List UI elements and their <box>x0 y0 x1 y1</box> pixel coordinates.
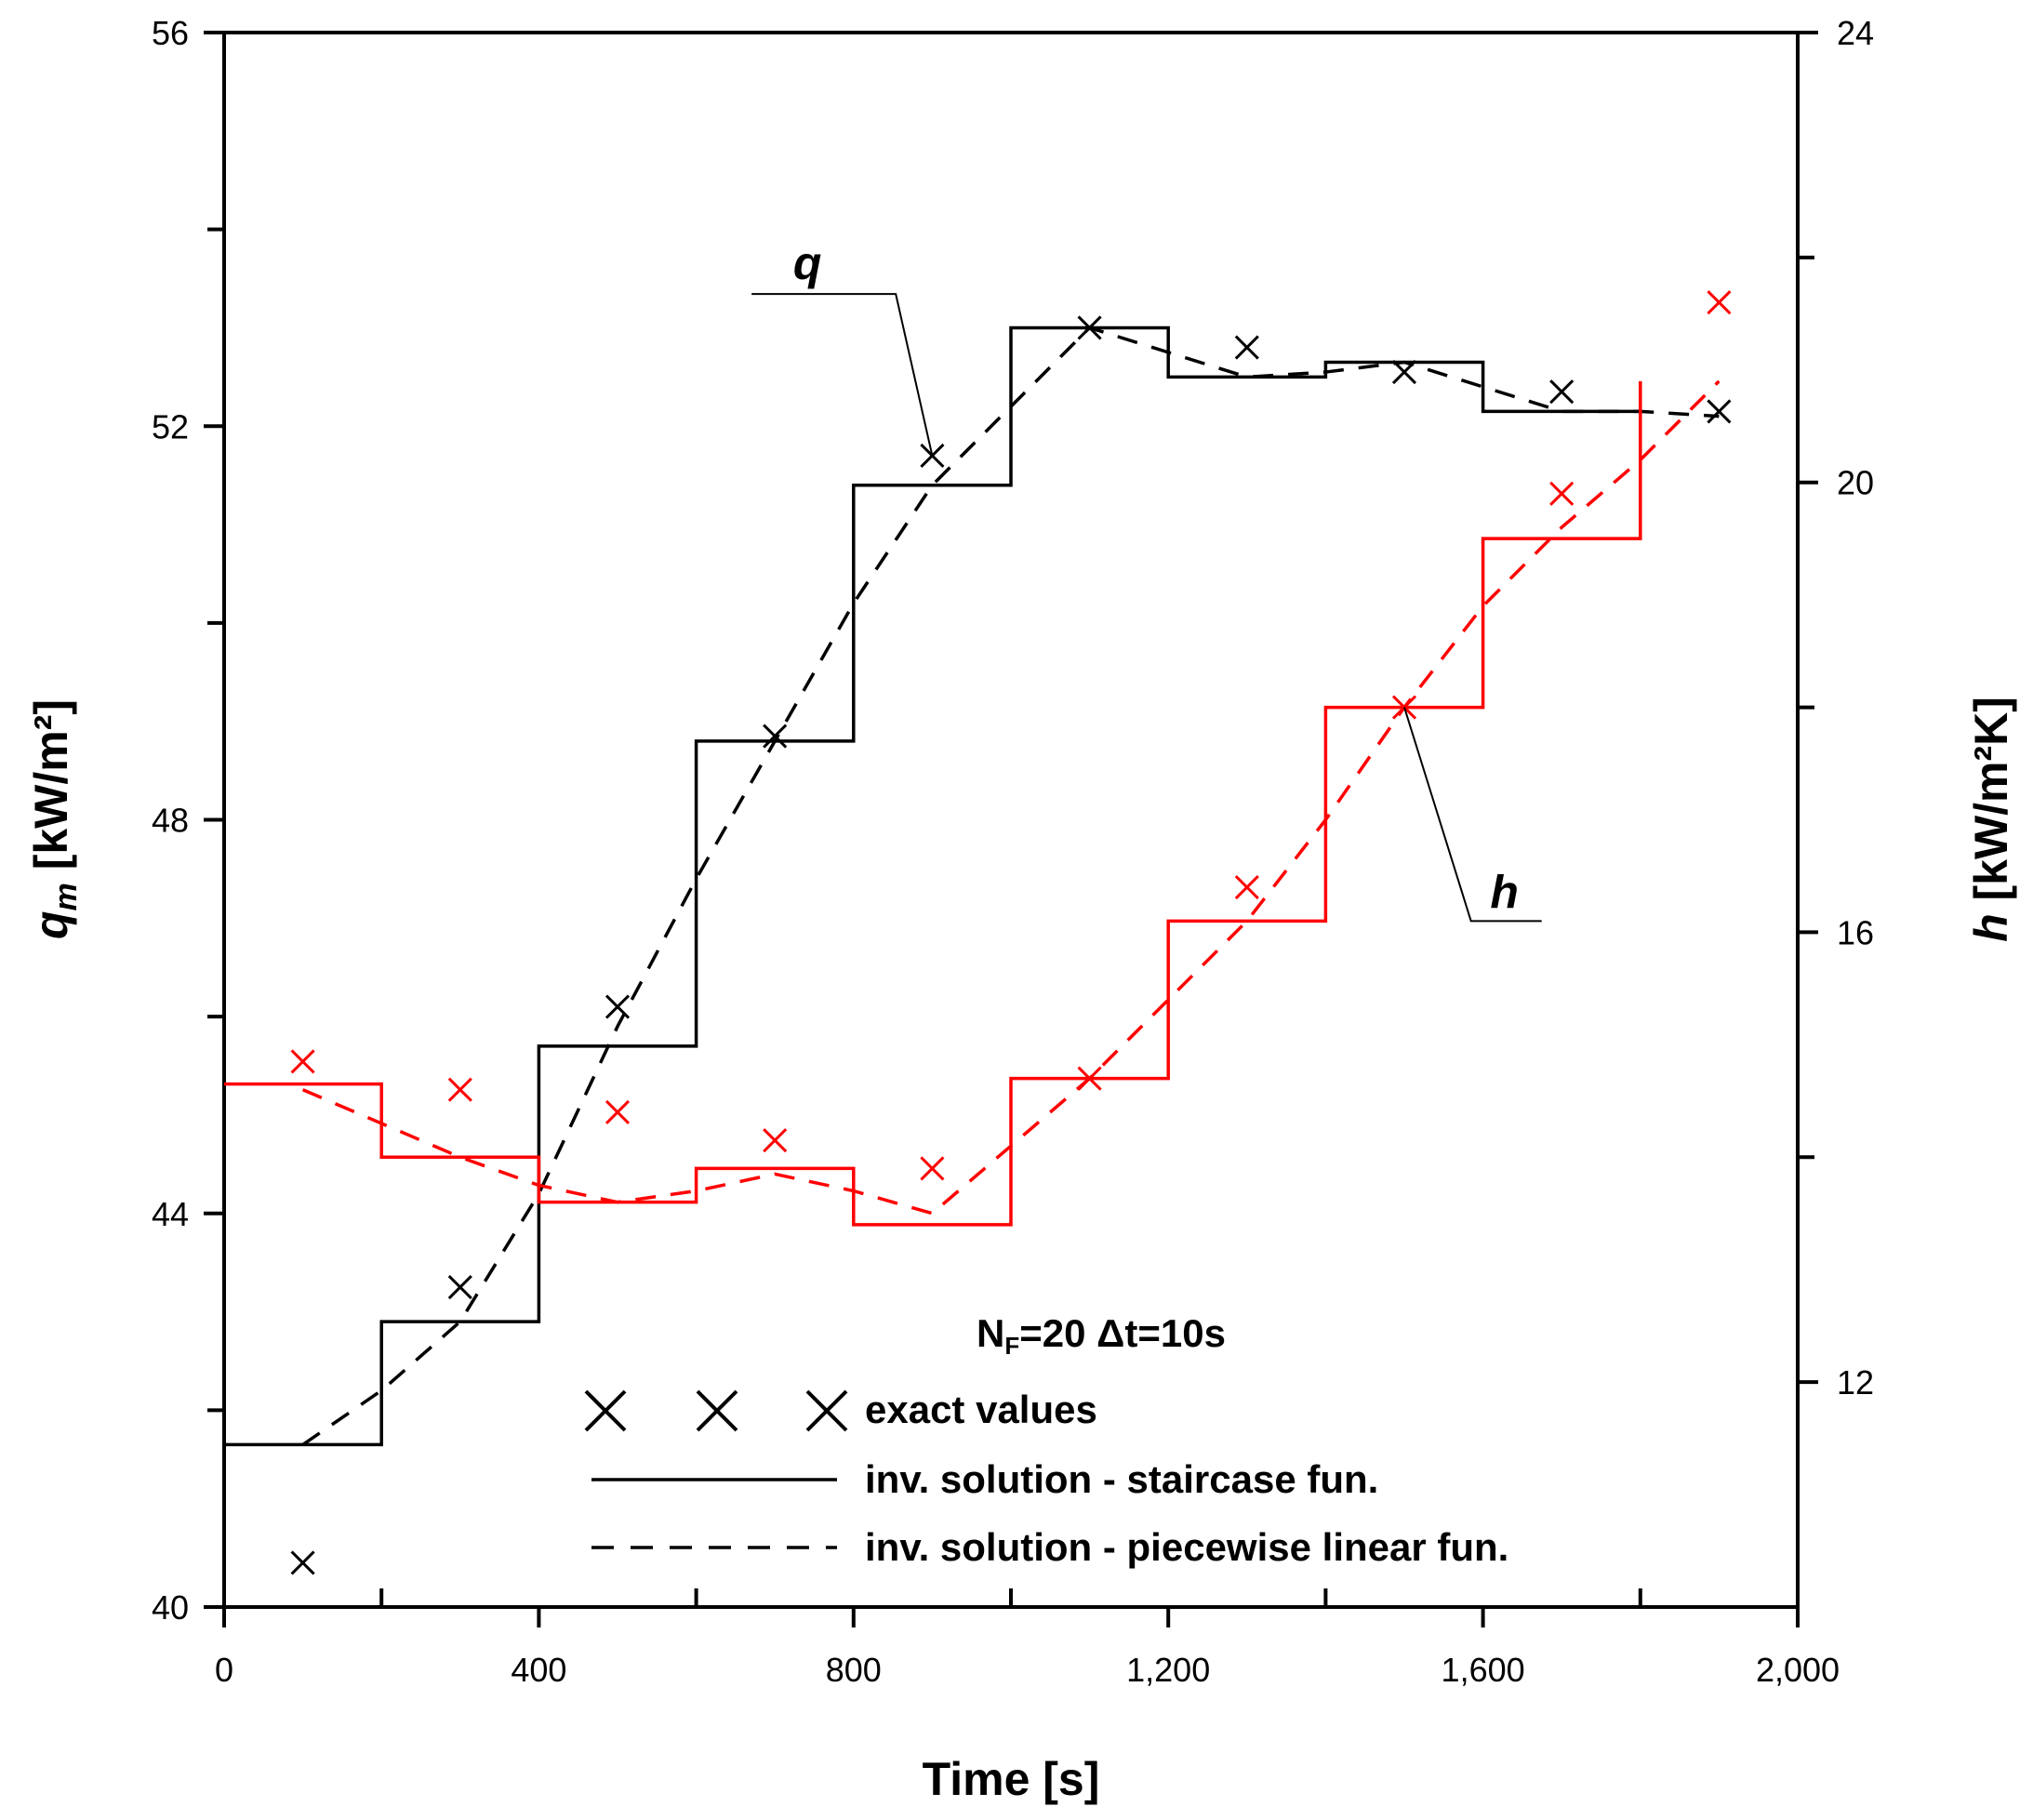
marker-stroke <box>1234 874 1259 900</box>
q-exact-values-marker <box>447 1275 472 1300</box>
h-exact-values-marker <box>1077 1066 1102 1091</box>
q-piecewise-linear-line <box>301 325 1720 1446</box>
q-leader-line <box>751 293 934 457</box>
h-annotation-label: h <box>1490 866 1519 918</box>
y-right-tick-label: 24 <box>1837 14 1874 52</box>
marker-stroke <box>1077 315 1102 340</box>
x-tick-label: 0 <box>215 1651 233 1689</box>
x-tick-label: 1,600 <box>1442 1651 1525 1689</box>
marker-stroke <box>605 1099 631 1124</box>
h-exact-values-marker <box>605 1099 631 1124</box>
q-exact-values-marker <box>763 724 788 749</box>
annotations: qh <box>751 237 1542 923</box>
q-exact-values-marker <box>1707 399 1732 424</box>
marker-stroke <box>290 1049 315 1074</box>
h-exact-values-marker <box>1707 290 1732 315</box>
marker-stroke <box>1391 359 1417 385</box>
y-right-axis-title: h [kW/m²K] <box>1965 697 2017 942</box>
q-exact-values-marker <box>290 1550 315 1575</box>
x-tick-label: 2,000 <box>1756 1651 1840 1689</box>
legend-label-staircase: inv. solution - staircase fun. <box>865 1457 1378 1501</box>
q-exact-values-marker <box>1549 379 1575 405</box>
marker-stroke <box>763 1128 788 1153</box>
y-right-tick-label: 16 <box>1837 913 1874 951</box>
x-tick-label: 800 <box>826 1651 882 1689</box>
x-tick-label: 400 <box>511 1651 566 1689</box>
legend-label-exact: exact values <box>865 1388 1097 1431</box>
q-exact-values-marker <box>1234 335 1259 360</box>
legend-label-piecewise: inv. solution - piecewise linear fun. <box>865 1525 1508 1569</box>
q-staircase-line <box>224 325 1641 1447</box>
x-tick-label: 1,200 <box>1126 1651 1210 1689</box>
legend-marker-x-1 <box>584 1389 627 1432</box>
y-left-tick-label: 52 <box>152 407 189 445</box>
y-left-tick-label: 56 <box>152 14 189 52</box>
series-layer <box>224 290 1732 1575</box>
h-leader-line <box>1403 707 1542 923</box>
marker-stroke <box>1549 379 1575 405</box>
y-left-axis-title: qm [kW/m²] <box>25 699 84 939</box>
marker-stroke <box>1549 481 1575 506</box>
q-exact-values-marker <box>605 994 631 1019</box>
legend-title: NF=20 Δt=10s <box>977 1311 1226 1360</box>
marker-stroke <box>447 1275 472 1300</box>
axis-ticks: 0 400 800 1,200 1,600 2,000 40 44 48 52 56 12 16 20 24 <box>152 14 1874 1689</box>
q-exact-values-marker <box>1391 359 1417 385</box>
legend: NF=20 Δt=10s exact values inv. solution … <box>584 1311 1508 1569</box>
y-right-tick-label: 20 <box>1837 464 1874 502</box>
marker-stroke <box>1707 290 1732 315</box>
marker-stroke <box>290 1550 315 1575</box>
marker-stroke <box>447 1077 472 1102</box>
marker-stroke <box>1707 399 1732 424</box>
y-left-tick-label: 40 <box>152 1588 189 1627</box>
y-left-tick-label: 48 <box>152 802 189 840</box>
plot-area-frame <box>222 31 1800 1609</box>
h-piecewise-linear-line <box>301 379 1721 1216</box>
marker-stroke <box>763 724 788 749</box>
h-exact-values-marker <box>920 1156 945 1181</box>
h-exact-values-marker <box>1549 481 1575 506</box>
h-staircase-line <box>224 380 1642 1227</box>
legend-marker-x-2 <box>696 1389 738 1432</box>
legend-marker-x-3 <box>805 1389 848 1432</box>
marker-stroke <box>1234 335 1259 360</box>
y-left-tick-label: 44 <box>152 1195 189 1233</box>
y-right-tick-label: 12 <box>1837 1363 1874 1402</box>
q-annotation-label: q <box>793 237 822 289</box>
x-axis-title: Time [s] <box>923 1753 1100 1805</box>
h-exact-values-marker <box>447 1077 472 1102</box>
q-exact-values-marker <box>1077 315 1102 340</box>
h-exact-values-marker <box>1234 874 1259 900</box>
marker-stroke <box>920 1156 945 1181</box>
h-exact-values-marker <box>763 1128 788 1153</box>
h-exact-values-marker <box>290 1049 315 1074</box>
marker-stroke <box>1077 1066 1102 1091</box>
marker-stroke <box>605 994 631 1019</box>
